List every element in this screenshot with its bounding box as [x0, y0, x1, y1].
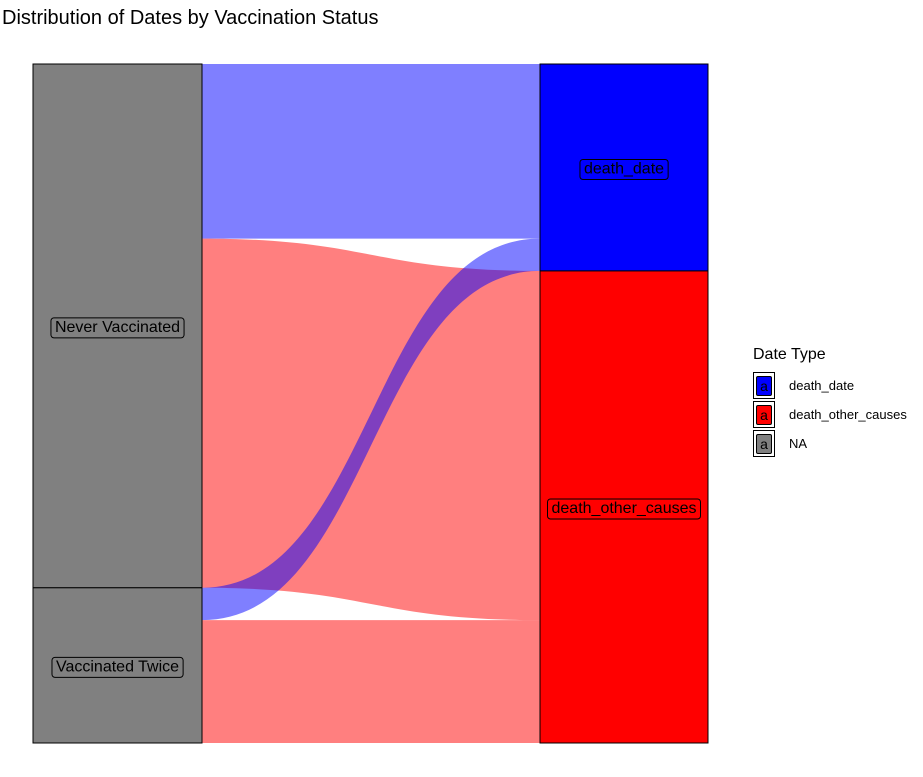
stratum-label-never-vaccinated: Never Vaccinated [50, 317, 185, 339]
legend-label-death-date: death_date [789, 378, 855, 393]
svg-text:Never Vaccinated: Never Vaccinated [55, 319, 180, 336]
stratum-label-death-date: death_date [579, 158, 669, 180]
flows-layer [202, 64, 540, 743]
svg-text:death_date: death_date [584, 160, 664, 177]
legend-key-death-date: a [753, 372, 775, 399]
legend-item-death-date: a death_date [753, 371, 907, 400]
flow-never-vaccinated-to-death-date [202, 64, 540, 239]
legend-key-death-other-causes: a [753, 401, 775, 428]
chart-title: Distribution of Dates by Vaccination Sta… [2, 7, 379, 29]
legend-label-death-other-causes: death_other_causes [789, 407, 907, 422]
legend-key-text: a [756, 375, 772, 396]
legend-item-death-other-causes: a death_other_causes [753, 400, 907, 429]
legend-key-text: a [756, 404, 772, 425]
legend-title: Date Type [753, 346, 826, 363]
legend-key-text: a [756, 433, 772, 454]
stratum-label-death-other-causes: death_other_causes [547, 498, 701, 520]
legend-item-na: a NA [753, 429, 907, 458]
legend: Date Type a death_date a death_other_cau… [753, 346, 907, 458]
svg-text:Vaccinated Twice: Vaccinated Twice [56, 658, 179, 675]
legend-label-na: NA [789, 436, 808, 451]
stratum-label-vaccinated-twice: Vaccinated Twice [51, 656, 184, 678]
labels-layer: Never Vaccinated Vaccinated Twice death_da… [50, 158, 701, 678]
flow-vaccinated-twice-to-death-other-causes [202, 620, 540, 743]
legend-key-na: a [753, 430, 775, 457]
flow-vaccinated-twice-to-death-date [202, 238, 540, 621]
svg-text:death_other_causes: death_other_causes [552, 500, 697, 517]
